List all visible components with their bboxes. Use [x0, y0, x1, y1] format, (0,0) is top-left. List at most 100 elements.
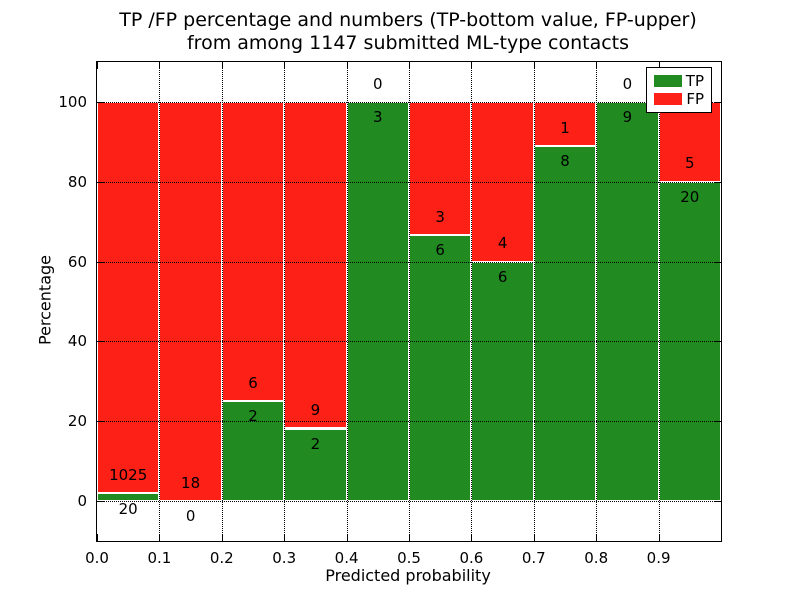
- y-tick-mark: [97, 101, 104, 103]
- chart-title: TP /FP percentage and numbers (TP-bottom…: [96, 9, 720, 55]
- x-tick-mark: [721, 534, 722, 541]
- fp-legend-label: FP: [686, 90, 704, 108]
- fp-count-label: 6: [248, 373, 258, 392]
- y-tick-label: 0: [77, 492, 87, 511]
- x-tick-mark: [221, 62, 223, 69]
- x-tick-mark: [471, 62, 473, 69]
- fp-legend-swatch: [654, 93, 682, 105]
- y-tick-label: 80: [67, 172, 87, 191]
- x-tick-mark: [284, 62, 286, 69]
- tp-count-label: 20: [680, 187, 700, 206]
- x-tick-label: 0.5: [397, 549, 421, 567]
- x-tick-label: 0.4: [334, 549, 359, 567]
- tp-count-label: 0: [185, 507, 196, 526]
- x-tick-mark: [346, 534, 348, 541]
- y-tick-mark: [714, 101, 721, 103]
- x-tick-label: 0.7: [521, 549, 546, 567]
- y-tick-mark: [714, 501, 721, 503]
- chart-title-line1: TP /FP percentage and numbers (TP-bottom…: [119, 9, 697, 31]
- vertical-gridline: [409, 62, 410, 541]
- y-tick-label: 20: [67, 412, 87, 431]
- x-tick-mark: [471, 534, 473, 541]
- fp-count-label: 5: [685, 154, 695, 173]
- tp-legend-swatch: [654, 75, 682, 87]
- x-tick-mark: [658, 62, 660, 69]
- tp-count-label: 20: [118, 499, 138, 518]
- x-tick-label: 0.3: [272, 549, 297, 567]
- y-tick-mark: [97, 341, 104, 343]
- horizontal-gridline: [97, 501, 721, 503]
- tp-count-label: 6: [435, 241, 445, 260]
- y-axis-title: Percentage: [35, 254, 55, 346]
- tp-count-label: 2: [248, 407, 258, 426]
- tp-bar-segment: [346, 101, 409, 502]
- x-tick-mark: [596, 62, 598, 69]
- legend-item-tp: TP: [654, 72, 704, 90]
- y-tick-mark: [97, 501, 104, 503]
- fp-count-label: 18: [181, 473, 201, 492]
- vertical-gridline: [284, 62, 286, 541]
- y-tick-mark: [714, 421, 721, 423]
- fp-count-label: 4: [497, 234, 508, 253]
- x-tick-label: 0.0: [85, 549, 109, 567]
- x-tick-label: 0.6: [459, 549, 484, 567]
- fp-bar-segment: [159, 101, 222, 502]
- x-tick-label: 0.9: [646, 549, 671, 567]
- x-tick-mark: [159, 534, 161, 541]
- y-tick-mark: [97, 181, 104, 183]
- fp-count-label: 1: [560, 118, 570, 137]
- x-tick-mark: [658, 534, 660, 541]
- fp-count-label: 0: [622, 74, 633, 93]
- x-tick-label: 0.8: [584, 549, 609, 567]
- tp-bar-segment: [221, 401, 285, 502]
- x-tick-label: 0.2: [209, 549, 234, 567]
- x-tick-mark: [97, 534, 98, 541]
- fp-count-label: 0: [373, 74, 383, 93]
- x-tick-mark: [221, 534, 223, 541]
- y-tick-mark: [714, 261, 721, 263]
- horizontal-gridline: [97, 421, 721, 423]
- tp-count-label: 9: [622, 108, 633, 127]
- legend-item-fp: FP: [654, 90, 704, 108]
- x-tick-mark: [721, 62, 722, 69]
- chart-title-line2: from among 1147 submitted ML-type contac…: [186, 32, 630, 54]
- y-tick-mark: [97, 421, 104, 423]
- horizontal-gridline: [97, 181, 721, 183]
- x-axis-title: Predicted probability: [325, 566, 491, 585]
- x-tick-mark: [159, 62, 161, 69]
- vertical-gridline: [471, 62, 473, 541]
- x-tick-mark: [409, 62, 410, 69]
- y-tick-label: 40: [67, 332, 87, 351]
- vertical-gridline: [658, 62, 660, 541]
- fp-bar-segment: [409, 101, 472, 235]
- tp-bar-segment: [596, 101, 659, 502]
- tp-count-label: 3: [373, 108, 383, 127]
- fp-count-label: 1025: [109, 466, 148, 485]
- fp-bar-segment: [658, 101, 721, 182]
- tp-bar-segment: [97, 493, 160, 502]
- y-tick-label: 100: [58, 92, 87, 111]
- vertical-gridline: [159, 62, 161, 541]
- fp-count-label: 3: [435, 207, 445, 226]
- tp-bar-segment: [533, 146, 597, 502]
- vertical-gridline: [221, 62, 223, 541]
- x-tick-mark: [346, 62, 348, 69]
- x-tick-mark: [97, 62, 98, 69]
- x-tick-mark: [533, 62, 535, 69]
- x-tick-label: 0.1: [147, 549, 172, 567]
- x-tick-mark: [596, 534, 598, 541]
- vertical-gridline: [346, 62, 348, 541]
- tp-bar-segment: [471, 261, 534, 502]
- tp-legend-label: TP: [685, 72, 704, 90]
- x-tick-mark: [409, 534, 410, 541]
- horizontal-gridline: [97, 101, 721, 103]
- y-tick-mark: [97, 261, 104, 263]
- fp-bar-segment: [284, 101, 347, 429]
- vertical-gridline: [533, 62, 535, 541]
- fp-bar-segment: [471, 101, 534, 262]
- y-tick-mark: [714, 181, 721, 183]
- tp-bar-segment: [409, 234, 472, 502]
- plot-area: 0 20 40 60 80 100 0.0 0.1 0.2 0.3 0.4 0.5 0.6 0.7 0.8 0…: [58, 61, 722, 567]
- fp-bar-segment: [97, 101, 160, 494]
